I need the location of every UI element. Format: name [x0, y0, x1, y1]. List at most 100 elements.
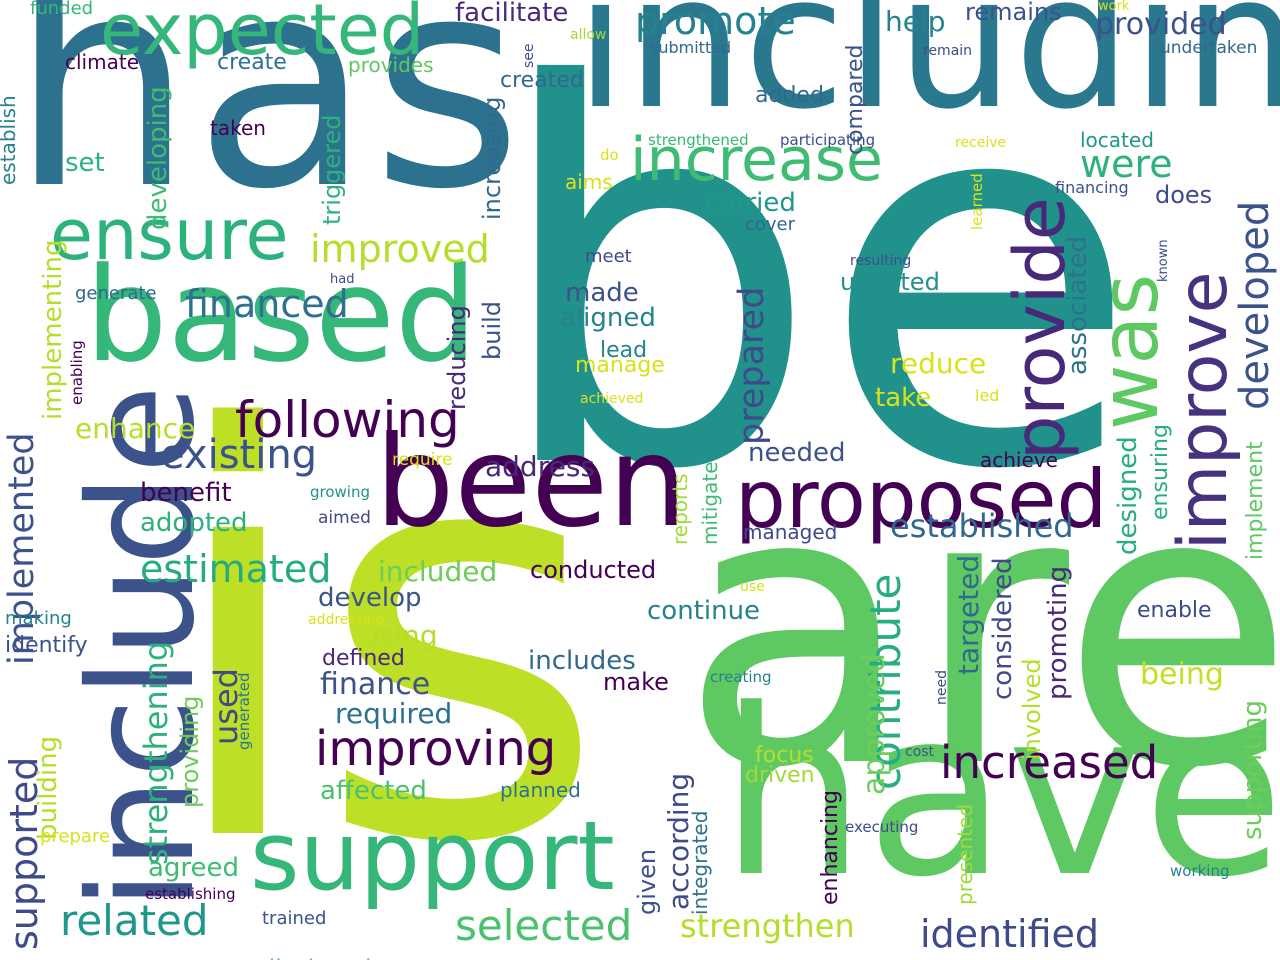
word: work	[1098, 0, 1130, 14]
word: conducted	[530, 556, 657, 584]
word: using	[362, 619, 438, 652]
word: improve	[1164, 271, 1243, 550]
word: proposed	[735, 453, 1108, 546]
word: involved	[1018, 658, 1046, 760]
word: help	[885, 5, 946, 38]
word: growing	[310, 483, 370, 501]
word: targeted	[952, 554, 985, 675]
word: given	[633, 848, 661, 915]
word: remains	[965, 0, 1062, 26]
word: benefit	[140, 478, 232, 508]
word: was	[1083, 273, 1176, 430]
word: implement	[1243, 441, 1268, 560]
word: existing	[160, 432, 318, 478]
word: financing	[1055, 178, 1129, 197]
word: ensuring	[1148, 424, 1173, 520]
word: approved	[857, 653, 892, 795]
word: addressing	[308, 612, 385, 628]
word: participating	[780, 131, 876, 149]
word: continue	[647, 596, 761, 626]
word: building	[33, 735, 63, 840]
word: creating	[710, 668, 772, 686]
word: support	[250, 802, 615, 912]
word: designed	[1113, 436, 1143, 555]
word: created	[500, 68, 584, 93]
word: meet	[585, 246, 632, 267]
word: includes	[528, 646, 636, 676]
word: submitted	[650, 38, 732, 57]
word: resulting	[850, 253, 912, 269]
word: develop	[318, 583, 422, 613]
word: provides	[348, 53, 434, 77]
word: were	[1080, 142, 1173, 186]
word: enable	[1137, 598, 1212, 623]
word: made	[565, 278, 639, 308]
word: following	[235, 391, 460, 449]
word: increase	[630, 125, 883, 195]
word: selected	[455, 901, 633, 950]
word: supporting	[1238, 699, 1268, 840]
word: executing	[845, 818, 919, 836]
word: reducing	[443, 305, 471, 410]
word: mitigate	[698, 461, 722, 545]
word: promoting	[1043, 565, 1073, 700]
word: needed	[748, 438, 846, 468]
word: cost	[905, 744, 935, 760]
word: strengthened	[648, 131, 749, 149]
word: presented	[953, 803, 977, 905]
word: prepared	[732, 286, 772, 445]
word: address	[485, 450, 596, 483]
word: including	[575, 0, 1280, 150]
word: undertaken	[1160, 38, 1258, 58]
word: identified	[920, 912, 1100, 956]
word: has	[10, 0, 523, 253]
word: need	[934, 670, 950, 705]
word: facilitate	[455, 0, 569, 28]
word: set	[65, 148, 105, 178]
word: are	[680, 408, 1280, 851]
word: located	[1080, 128, 1154, 152]
word: finance	[320, 667, 431, 702]
word: ensure	[50, 194, 289, 276]
word: led	[975, 386, 1000, 405]
word: associated	[1063, 235, 1093, 375]
word: have	[720, 661, 1280, 928]
word: strengthening	[137, 640, 175, 865]
word: cover	[745, 214, 796, 235]
word: been	[375, 410, 688, 555]
word: trained	[262, 908, 327, 929]
word: established	[890, 507, 1074, 545]
word: carried	[705, 188, 796, 218]
word: enhancing	[818, 790, 843, 905]
word: had	[330, 272, 355, 287]
word: aligned	[560, 303, 656, 333]
word: generated	[235, 672, 253, 750]
word: improved	[310, 227, 490, 271]
word: increased	[940, 736, 1159, 789]
word: prepare	[40, 826, 111, 847]
word: require	[392, 450, 453, 470]
word: establish	[0, 95, 20, 185]
word: funded	[30, 0, 94, 19]
word: reduce	[890, 347, 987, 380]
word: aimed	[318, 508, 371, 528]
word: taken	[210, 116, 266, 140]
word: developing	[143, 86, 173, 230]
word: achieve	[980, 448, 1058, 472]
word: receive	[955, 135, 1007, 151]
word: based	[85, 239, 478, 391]
word: increasing	[478, 96, 506, 220]
word: achieved	[580, 391, 644, 407]
word: included	[378, 555, 498, 588]
word: agreed	[148, 853, 240, 883]
word: considered	[988, 557, 1018, 700]
word: allow	[570, 27, 607, 43]
word: required	[335, 697, 453, 730]
word: do	[600, 146, 619, 164]
word: remain	[923, 43, 973, 59]
word: triggered	[318, 114, 346, 225]
word: establishing	[145, 885, 236, 903]
word: known	[1156, 239, 1171, 282]
word: planned	[500, 778, 581, 802]
